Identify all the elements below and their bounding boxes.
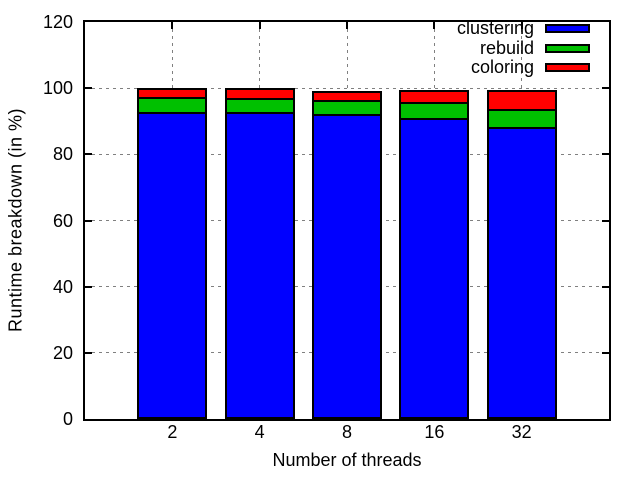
x-axis-title: Number of threads bbox=[272, 450, 422, 470]
legend-item: clustering bbox=[456, 18, 590, 39]
y-tick-mark bbox=[85, 153, 92, 156]
x-tick-label: 32 bbox=[511, 422, 532, 442]
x-tick-mark bbox=[346, 22, 348, 29]
bar-segment-rebuild bbox=[312, 101, 382, 116]
bar-segment-clustering bbox=[224, 113, 295, 419]
y-tick-mark bbox=[602, 87, 609, 90]
legend-swatch-coloring bbox=[545, 63, 590, 73]
legend-swatch-clustering bbox=[545, 24, 590, 34]
legend-label: rebuild bbox=[479, 37, 534, 58]
legend: clustering rebuild coloring bbox=[456, 18, 590, 78]
bar-segment-rebuild bbox=[399, 104, 470, 120]
y-tick-label: 40 bbox=[52, 276, 73, 297]
bar-segment-coloring bbox=[312, 90, 382, 102]
bar-segment-coloring bbox=[486, 89, 557, 111]
y-tick-mark bbox=[85, 87, 92, 90]
legend-label: coloring bbox=[470, 57, 534, 78]
x-tick-label: 16 bbox=[424, 422, 445, 442]
bar-segment-clustering bbox=[486, 128, 557, 419]
x-tick-mark bbox=[520, 22, 523, 29]
x-tick-mark bbox=[171, 22, 174, 29]
y-tick-label: 100 bbox=[42, 78, 73, 99]
bar-segment-coloring bbox=[224, 88, 295, 100]
bar bbox=[137, 88, 208, 419]
x-tick-label: 2 bbox=[167, 422, 178, 442]
y-tick-label: 120 bbox=[42, 12, 73, 32]
y-tick-label: 0 bbox=[62, 409, 73, 429]
bar-segment-rebuild bbox=[224, 99, 295, 114]
bar bbox=[312, 90, 382, 419]
y-tick-label: 20 bbox=[52, 342, 73, 363]
y-tick-label: 80 bbox=[52, 144, 73, 165]
x-tick-mark bbox=[258, 22, 261, 29]
y-tick-mark bbox=[602, 285, 609, 288]
legend-item: coloring bbox=[457, 57, 590, 78]
x-tick-mark bbox=[433, 22, 436, 29]
legend-label: clustering bbox=[456, 18, 534, 39]
bar bbox=[399, 89, 470, 419]
bar-segment-clustering bbox=[137, 113, 208, 419]
bar-segment-clustering bbox=[399, 119, 470, 419]
y-tick-mark bbox=[85, 219, 92, 222]
plot-area bbox=[83, 20, 611, 421]
bar-segment-coloring bbox=[399, 89, 470, 105]
legend-item: rebuild bbox=[457, 37, 590, 59]
y-tick-mark bbox=[602, 219, 609, 222]
y-tick-mark bbox=[85, 285, 92, 288]
x-tick-label: 4 bbox=[254, 422, 265, 442]
y-tick-mark bbox=[602, 153, 609, 156]
bar-segment-rebuild bbox=[137, 98, 208, 114]
y-tick-mark bbox=[602, 351, 609, 354]
bar-segment-coloring bbox=[137, 88, 208, 99]
bar-segment-clustering bbox=[312, 115, 382, 419]
bar bbox=[224, 88, 295, 419]
legend-swatch-rebuild bbox=[545, 43, 590, 53]
bar bbox=[486, 89, 557, 419]
y-tick-label: 60 bbox=[52, 210, 73, 231]
x-tick-label: 8 bbox=[341, 422, 352, 442]
y-tick-mark bbox=[85, 351, 92, 354]
bar-segment-rebuild bbox=[486, 110, 557, 129]
